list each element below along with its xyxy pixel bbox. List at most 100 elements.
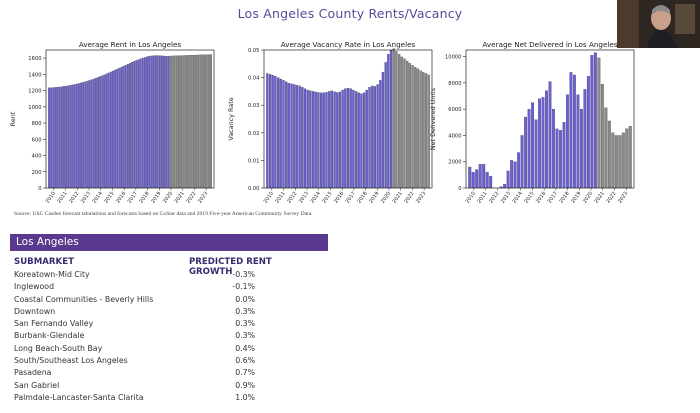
bar	[520, 135, 524, 189]
x-tick-label: 2014	[512, 191, 524, 205]
bar	[190, 55, 193, 189]
rent-growth-table: SUBMARKET PREDICTED RENT GROWTH Koreatow…	[14, 257, 314, 404]
x-tick-label: 2021	[174, 191, 186, 205]
y-tick-label: 800	[32, 121, 42, 127]
bar	[346, 87, 350, 189]
bar	[120, 66, 123, 189]
bar	[559, 130, 562, 189]
vacancy-chart: Average Vacancy Rate in Los Angeles Vacan…	[224, 38, 438, 210]
bar	[306, 89, 309, 189]
bar	[576, 94, 580, 189]
bar	[311, 91, 315, 189]
slide-title: Los Angeles County Rents/Vacancy	[237, 6, 463, 21]
bar	[71, 84, 74, 189]
y-tick-label: 200	[32, 170, 42, 176]
bar	[352, 89, 355, 189]
x-tick-label: 2021	[392, 191, 404, 205]
bar	[192, 54, 195, 189]
webcam-video	[617, 0, 700, 48]
bar	[184, 55, 187, 189]
bar	[621, 132, 625, 189]
bar	[139, 58, 142, 189]
bar	[114, 69, 117, 189]
bar	[503, 183, 507, 189]
presenter-video-icon	[617, 0, 700, 48]
y-tick-label: 8000	[448, 81, 461, 87]
bar	[303, 88, 307, 189]
bar	[295, 85, 299, 189]
bar	[175, 55, 178, 189]
x-tick-label: 2015	[321, 191, 333, 205]
bar	[207, 54, 210, 189]
bar	[344, 88, 347, 189]
bar	[205, 54, 208, 189]
bar	[54, 87, 57, 189]
bar	[126, 63, 129, 189]
bar	[80, 82, 82, 189]
bar	[597, 57, 601, 189]
bar	[384, 62, 387, 189]
bar	[97, 77, 99, 189]
bar	[69, 85, 72, 189]
bar	[371, 85, 374, 189]
bar	[527, 109, 531, 189]
bar	[360, 93, 363, 189]
bar	[161, 55, 163, 189]
plot-frame	[263, 49, 433, 189]
bar	[569, 72, 573, 189]
bar	[333, 91, 336, 189]
net-delivered-chart: Average Net Delivered in Los Angeles Net …	[426, 38, 640, 210]
bar	[524, 116, 528, 189]
bar	[309, 90, 312, 189]
bar	[84, 81, 87, 189]
bar	[135, 60, 138, 189]
bar	[301, 87, 304, 189]
table-row: San Gabriel 0.9%	[14, 380, 314, 392]
bar	[188, 55, 191, 189]
y-tick-label: 400	[32, 154, 42, 160]
plot-frame	[45, 49, 215, 189]
bar	[178, 55, 180, 189]
bar	[604, 107, 608, 189]
x-tick-label: 2020	[162, 191, 174, 205]
chart-title: Average Vacancy Rate in Los Angeles	[281, 40, 416, 49]
bar	[167, 55, 170, 189]
bar	[625, 128, 629, 189]
bar	[572, 74, 576, 189]
bar	[590, 55, 594, 189]
x-tick-label: 2022	[185, 191, 197, 205]
x-tick-label: 2014	[92, 191, 104, 205]
bar	[154, 55, 157, 189]
bar	[150, 55, 153, 189]
y-tick-label: 1000	[28, 105, 41, 111]
chart-title: Average Net Delivered in Los Angeles	[482, 40, 617, 49]
bar	[389, 49, 393, 189]
x-tick-label: 2013	[500, 191, 512, 205]
rent-growth-value: -0.3%	[232, 270, 255, 279]
bar	[485, 172, 489, 189]
bar	[109, 71, 112, 189]
bar	[94, 77, 97, 189]
x-tick-label: 2016	[115, 191, 127, 205]
source-note: Source: USC Casden forecast tabulations …	[14, 211, 313, 217]
bar	[379, 80, 382, 189]
bar	[376, 84, 379, 189]
rent-growth-value: 0.3%	[235, 331, 255, 341]
bar	[365, 89, 368, 189]
bar	[73, 84, 76, 189]
bar	[75, 83, 78, 189]
bar	[271, 74, 274, 189]
bar	[478, 164, 482, 189]
rent-growth-value: 1.0%	[235, 392, 255, 402]
bar	[565, 94, 569, 189]
table-row: Coastal Communities - Beverly Hills 0.0%	[14, 294, 314, 306]
bar	[317, 92, 320, 189]
bar	[555, 128, 559, 189]
submarket-name: South/Southeast Los Angeles	[14, 356, 128, 366]
bar	[133, 61, 136, 189]
bar	[607, 120, 611, 189]
y-tick-label: 1400	[28, 72, 41, 78]
bar	[552, 109, 555, 189]
bar	[88, 80, 91, 189]
bar	[593, 52, 597, 189]
